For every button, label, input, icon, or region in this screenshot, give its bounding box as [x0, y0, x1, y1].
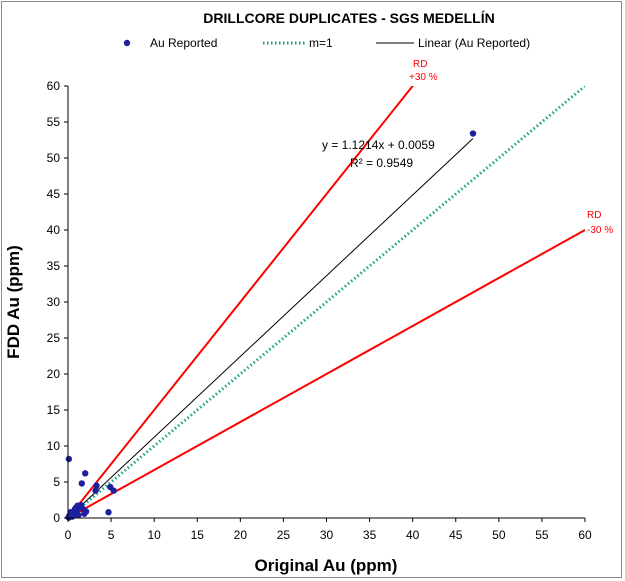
legend-label-au-reported: Au Reported: [150, 36, 217, 50]
data-point: [75, 511, 82, 519]
x-tick-label: 15: [191, 528, 205, 542]
data-point: [72, 504, 79, 512]
rd-minus-label: RD: [587, 210, 601, 221]
rd-plus-30-line: [68, 86, 414, 518]
y-tick-label: 35: [47, 259, 61, 273]
data-point: [93, 482, 100, 489]
x-tick-label: 45: [449, 528, 463, 542]
rd-plus-label: RD: [413, 59, 427, 70]
x-tick-label: 5: [108, 528, 115, 542]
y-tick-label: 20: [47, 367, 61, 381]
m1-reference-line: [68, 86, 585, 518]
x-tick-label: 60: [578, 528, 592, 542]
data-point: [78, 480, 85, 487]
legend-label-m1: m=1: [309, 36, 333, 50]
axes: [64, 85, 586, 522]
x-tick-label: 10: [147, 528, 161, 542]
data-point: [82, 508, 90, 515]
r-squared-label: R² = 0.9549: [350, 156, 413, 170]
data-point: [69, 513, 76, 520]
y-tick-label: 0: [53, 511, 60, 525]
y-tick-label: 25: [47, 331, 61, 345]
tick-labels: 0 5 10 15 20 25 30 35 40 45 50 55 60 0 5 10 15 20 25 30 35 40…: [47, 79, 592, 542]
y-tick-label: 60: [47, 79, 61, 93]
y-tick-label: 55: [47, 115, 61, 129]
rd-plus-value: +30 %: [409, 72, 438, 83]
data-point: [105, 509, 112, 516]
x-tick-label: 55: [535, 528, 549, 542]
x-tick-label: 50: [492, 528, 506, 542]
data-point: [110, 487, 117, 494]
rd-minus-value: -30 %: [587, 225, 613, 236]
linear-trendline: [68, 138, 474, 518]
y-tick-label: 30: [47, 295, 61, 309]
y-axis-title: FDD Au (ppm): [4, 245, 23, 359]
legend-marker-au-reported: [123, 39, 131, 47]
data-point: [65, 455, 73, 463]
y-tick-label: 10: [47, 439, 61, 453]
y-tick-label: 5: [53, 475, 60, 489]
legend-label-linear: Linear (Au Reported): [418, 36, 530, 50]
series-lines: [68, 86, 585, 518]
x-tick-label: 40: [406, 528, 420, 542]
legend: Au Reported m=1 Linear (Au Reported): [123, 36, 530, 50]
chart-title: DRILLCORE DUPLICATES - SGS MEDELLÍN: [203, 10, 494, 26]
x-tick-label: 30: [320, 528, 334, 542]
rd-minus-30-line: [68, 229, 585, 518]
data-point: [82, 470, 89, 477]
y-tick-label: 45: [47, 187, 61, 201]
data-point: [469, 130, 477, 137]
y-tick-label: 50: [47, 151, 61, 165]
data-point: [92, 487, 99, 494]
x-tick-label: 25: [277, 528, 291, 542]
x-axis-title: Original Au (ppm): [255, 556, 398, 575]
x-tick-label: 0: [65, 528, 72, 542]
x-tick-label: 35: [363, 528, 377, 542]
y-tick-label: 40: [47, 223, 61, 237]
trendline-equation: y = 1.1214x + 0.0059: [322, 138, 435, 152]
y-tick-label: 15: [47, 403, 61, 417]
x-tick-label: 20: [234, 528, 248, 542]
